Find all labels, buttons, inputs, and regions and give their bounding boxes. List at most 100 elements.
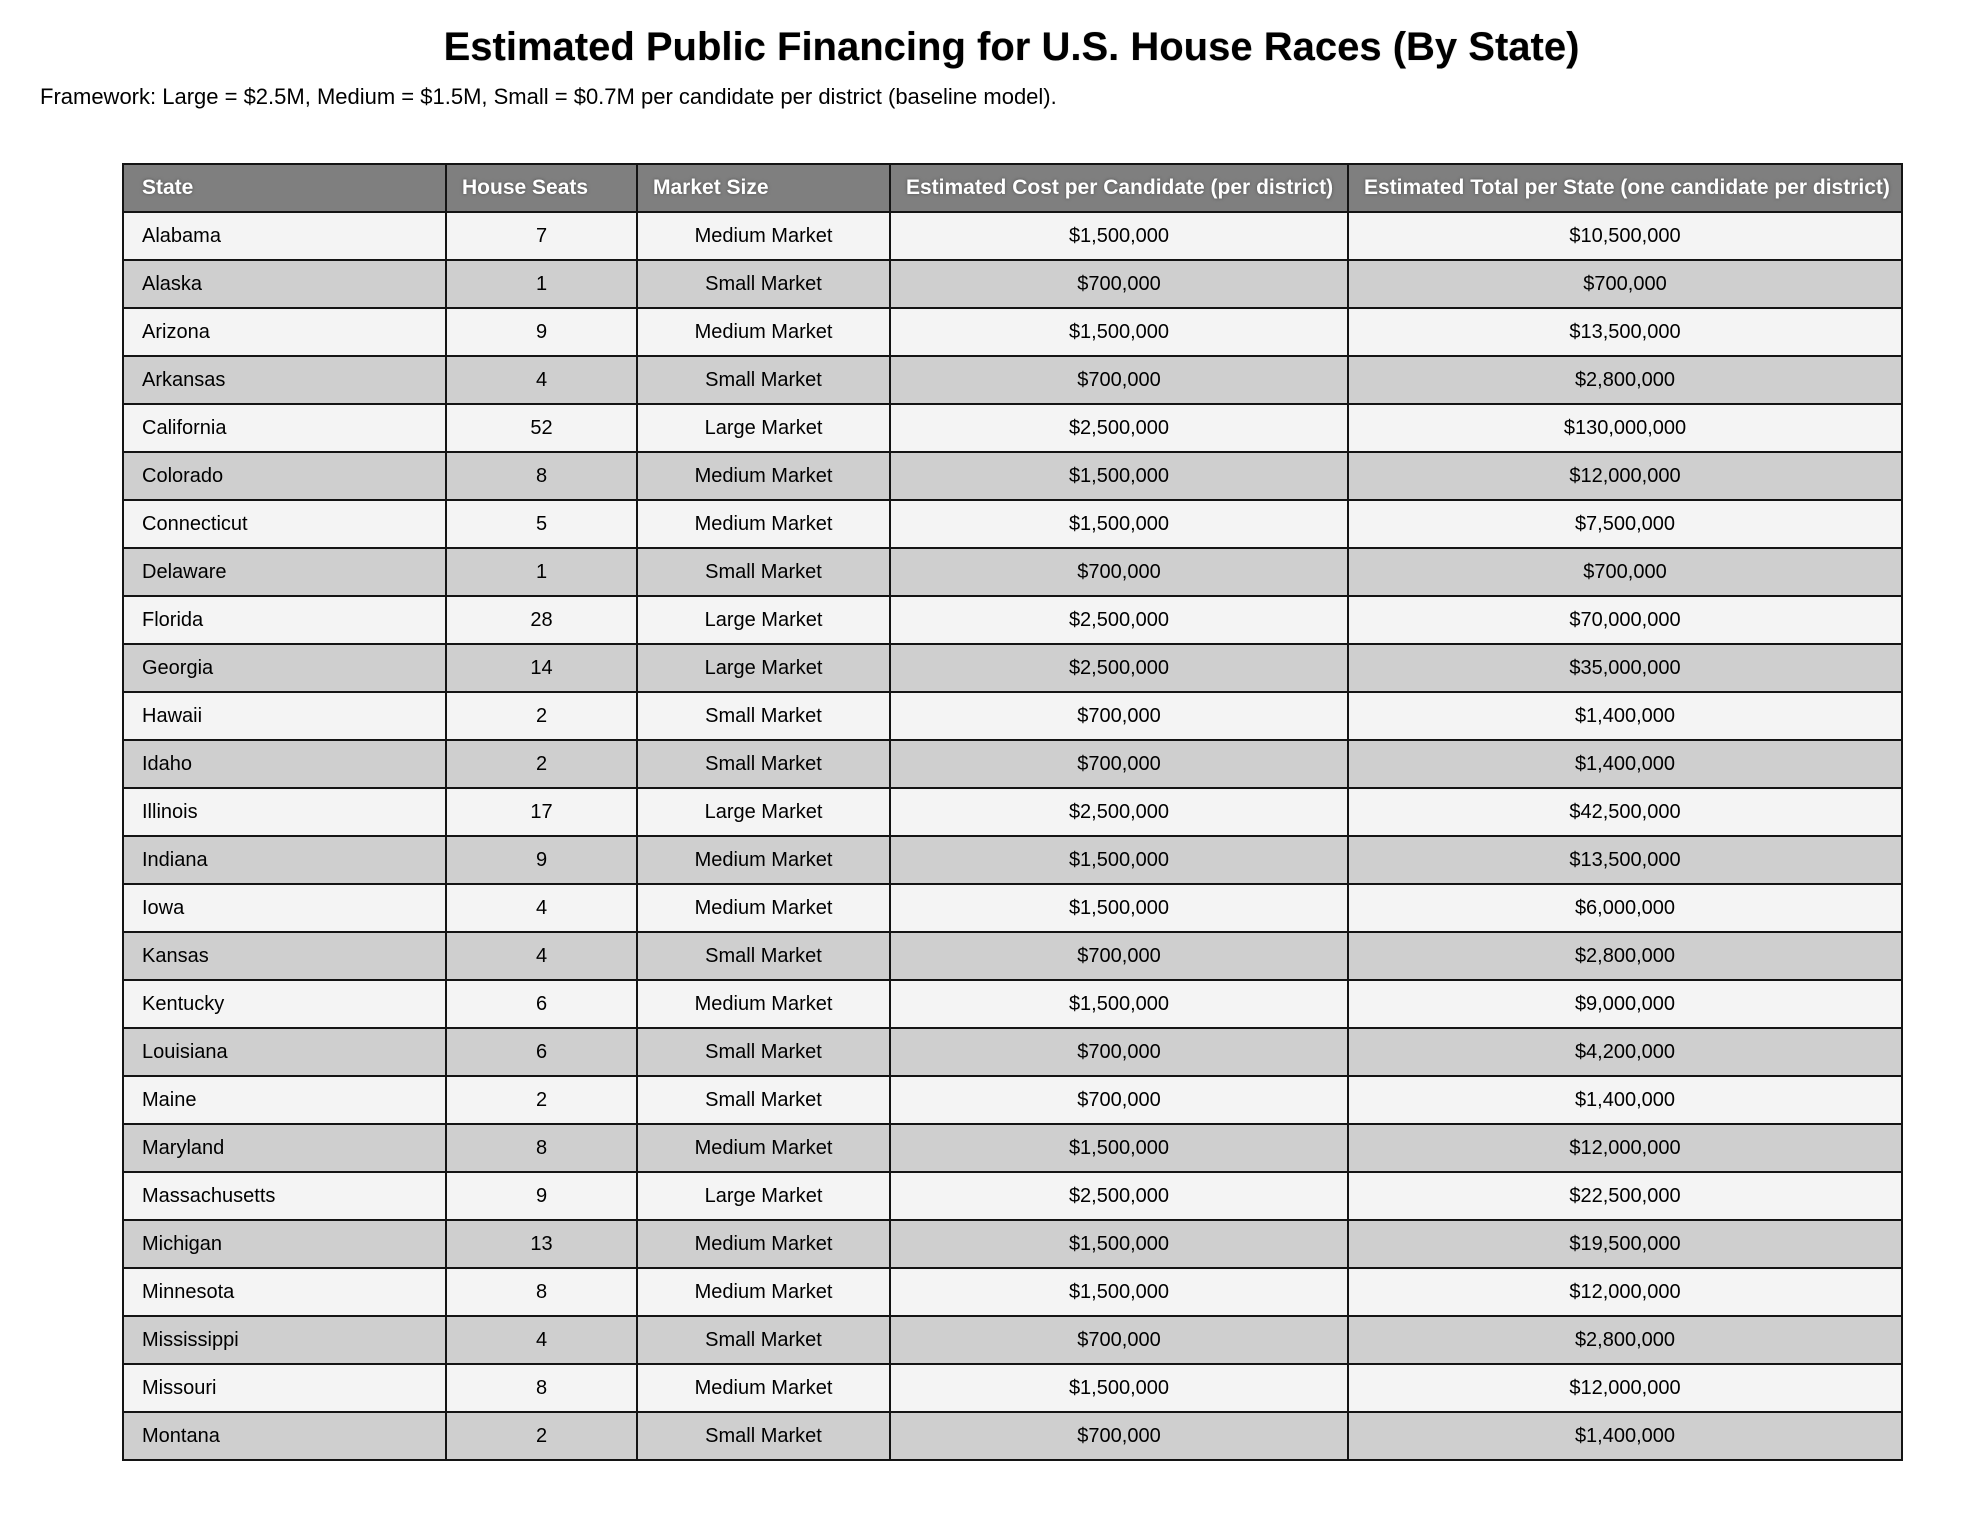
table-row: Kentucky 6 Medium Market $1,500,000 $9,0…: [122, 979, 1903, 1029]
cost-per-candidate-cell: $1,500,000: [889, 1123, 1349, 1173]
page-title: Estimated Public Financing for U.S. Hous…: [443, 25, 1580, 69]
market-size-cell: Large Market: [636, 403, 891, 453]
cost-per-candidate-cell: $1,500,000: [889, 211, 1349, 261]
market-size-cell: Small Market: [636, 259, 891, 309]
table-row: Michigan 13 Medium Market $1,500,000 $19…: [122, 1219, 1903, 1269]
cost-per-candidate-cell: $2,500,000: [889, 787, 1349, 837]
table-row: Alaska 1 Small Market $700,000 $700,000: [122, 259, 1903, 309]
total-per-state-cell: $4,200,000: [1347, 1027, 1903, 1077]
total-per-state-cell: $12,000,000: [1347, 1363, 1903, 1413]
table-row: Delaware 1 Small Market $700,000 $700,00…: [122, 547, 1903, 597]
cost-per-candidate-cell: $2,500,000: [889, 403, 1349, 453]
cost-per-candidate-cell: $700,000: [889, 739, 1349, 789]
table-body: Alabama 7 Medium Market $1,500,000 $10,5…: [122, 211, 1903, 1461]
house-seats-cell: 8: [445, 1363, 638, 1413]
total-per-state-cell: $35,000,000: [1347, 643, 1903, 693]
state-cell: Maine: [122, 1075, 447, 1125]
page: Estimated Public Financing for U.S. Hous…: [0, 24, 1974, 1461]
state-cell: Mississippi: [122, 1315, 447, 1365]
market-size-cell: Medium Market: [636, 979, 891, 1029]
total-per-state-cell: $1,400,000: [1347, 1075, 1903, 1125]
house-seats-cell: 52: [445, 403, 638, 453]
market-size-cell: Medium Market: [636, 1363, 891, 1413]
total-per-state-cell: $700,000: [1347, 547, 1903, 597]
cost-per-candidate-cell: $1,500,000: [889, 307, 1349, 357]
cost-per-candidate-cell: $700,000: [889, 1411, 1349, 1461]
state-cell: Florida: [122, 595, 447, 645]
house-seats-cell: 5: [445, 499, 638, 549]
state-cell: Kansas: [122, 931, 447, 981]
total-per-state-cell: $70,000,000: [1347, 595, 1903, 645]
cost-per-candidate-cell: $700,000: [889, 931, 1349, 981]
cost-per-candidate-cell: $700,000: [889, 1075, 1349, 1125]
table-row: Hawaii 2 Small Market $700,000 $1,400,00…: [122, 691, 1903, 741]
table-row: Georgia 14 Large Market $2,500,000 $35,0…: [122, 643, 1903, 693]
market-size-cell: Medium Market: [636, 307, 891, 357]
house-seats-cell: 28: [445, 595, 638, 645]
house-seats-cell: 9: [445, 1171, 638, 1221]
total-per-state-cell: $700,000: [1347, 259, 1903, 309]
state-cell: Connecticut: [122, 499, 447, 549]
market-size-cell: Medium Market: [636, 451, 891, 501]
state-cell: California: [122, 403, 447, 453]
cost-per-candidate-cell: $1,500,000: [889, 883, 1349, 933]
market-size-cell: Small Market: [636, 355, 891, 405]
market-size-cell: Small Market: [636, 1315, 891, 1365]
market-size-cell: Medium Market: [636, 1123, 891, 1173]
state-cell: Iowa: [122, 883, 447, 933]
state-cell: Delaware: [122, 547, 447, 597]
state-cell: Missouri: [122, 1363, 447, 1413]
total-per-state-cell: $13,500,000: [1347, 307, 1903, 357]
market-size-cell: Small Market: [636, 931, 891, 981]
total-per-state-cell: $9,000,000: [1347, 979, 1903, 1029]
state-cell: Illinois: [122, 787, 447, 837]
col-header-state: State: [122, 163, 447, 213]
house-seats-cell: 1: [445, 547, 638, 597]
total-per-state-cell: $12,000,000: [1347, 451, 1903, 501]
house-seats-cell: 1: [445, 259, 638, 309]
house-seats-cell: 17: [445, 787, 638, 837]
state-cell: Kentucky: [122, 979, 447, 1029]
cost-per-candidate-cell: $700,000: [889, 1315, 1349, 1365]
cost-per-candidate-cell: $1,500,000: [889, 1363, 1349, 1413]
house-seats-cell: 8: [445, 1123, 638, 1173]
cost-per-candidate-cell: $700,000: [889, 355, 1349, 405]
table-row: Massachusetts 9 Large Market $2,500,000 …: [122, 1171, 1903, 1221]
state-cell: Hawaii: [122, 691, 447, 741]
cost-per-candidate-cell: $2,500,000: [889, 595, 1349, 645]
market-size-cell: Large Market: [636, 595, 891, 645]
house-seats-cell: 8: [445, 451, 638, 501]
cost-per-candidate-cell: $1,500,000: [889, 1219, 1349, 1269]
table-row: Iowa 4 Medium Market $1,500,000 $6,000,0…: [122, 883, 1903, 933]
state-cell: Arkansas: [122, 355, 447, 405]
table-row: Montana 2 Small Market $700,000 $1,400,0…: [122, 1411, 1903, 1461]
cost-per-candidate-cell: $700,000: [889, 1027, 1349, 1077]
col-header-market-size: Market Size: [636, 163, 891, 213]
total-per-state-cell: $2,800,000: [1347, 355, 1903, 405]
market-size-cell: Small Market: [636, 1075, 891, 1125]
cost-per-candidate-cell: $700,000: [889, 259, 1349, 309]
market-size-cell: Small Market: [636, 691, 891, 741]
table-row: Maine 2 Small Market $700,000 $1,400,000: [122, 1075, 1903, 1125]
state-cell: Alaska: [122, 259, 447, 309]
state-cell: Louisiana: [122, 1027, 447, 1077]
market-size-cell: Small Market: [636, 1027, 891, 1077]
col-header-cost-per-candidate: Estimated Cost per Candidate (per distri…: [889, 163, 1349, 213]
state-cell: Massachusetts: [122, 1171, 447, 1221]
market-size-cell: Large Market: [636, 643, 891, 693]
market-size-cell: Medium Market: [636, 1267, 891, 1317]
market-size-cell: Medium Market: [636, 211, 891, 261]
house-seats-cell: 4: [445, 1315, 638, 1365]
total-per-state-cell: $42,500,000: [1347, 787, 1903, 837]
house-seats-cell: 2: [445, 1411, 638, 1461]
table-row: Indiana 9 Medium Market $1,500,000 $13,5…: [122, 835, 1903, 885]
table-row: Illinois 17 Large Market $2,500,000 $42,…: [122, 787, 1903, 837]
total-per-state-cell: $12,000,000: [1347, 1123, 1903, 1173]
table-row: Kansas 4 Small Market $700,000 $2,800,00…: [122, 931, 1903, 981]
col-header-house-seats: House Seats: [445, 163, 638, 213]
financing-table: State House Seats Market Size Estimated …: [122, 163, 1903, 1461]
total-per-state-cell: $7,500,000: [1347, 499, 1903, 549]
total-per-state-cell: $1,400,000: [1347, 739, 1903, 789]
cost-per-candidate-cell: $1,500,000: [889, 451, 1349, 501]
market-size-cell: Medium Market: [636, 1219, 891, 1269]
